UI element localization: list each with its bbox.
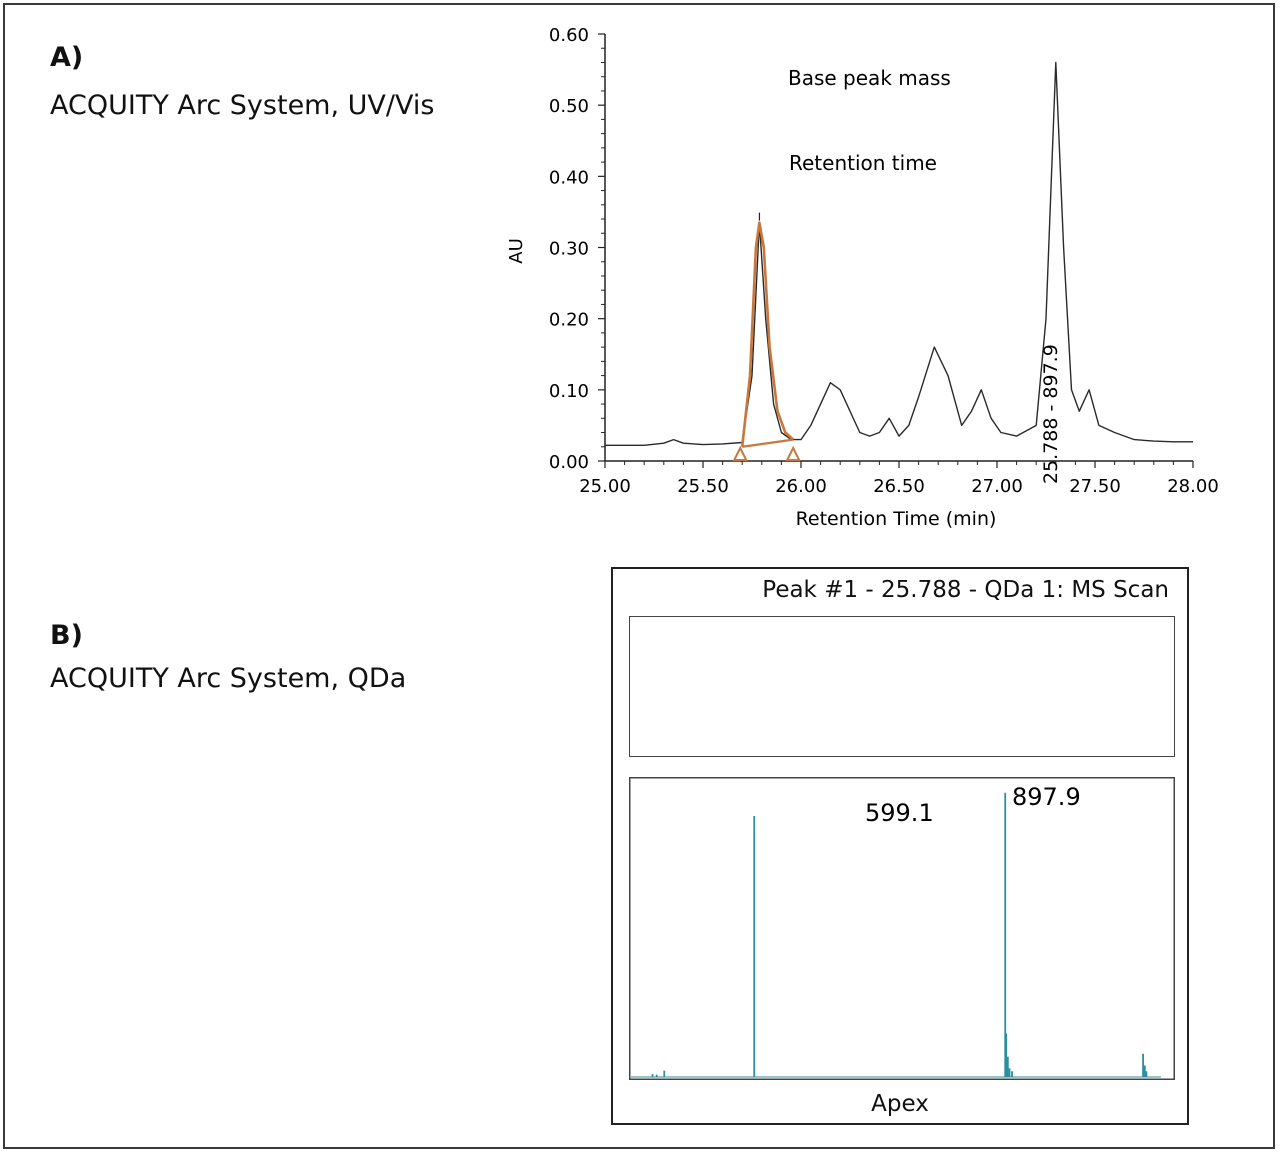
y-tick-label: 0.10 <box>549 381 589 402</box>
chromatogram-trace-group <box>605 61 1193 446</box>
highlighted-peak-line <box>740 221 795 447</box>
y-tick-label: 0.00 <box>549 452 589 473</box>
x-tick-label: 27.50 <box>1069 476 1121 497</box>
base-peak-mass-note: Base peak mass <box>788 66 951 90</box>
y-tick-label: 0.60 <box>549 25 589 46</box>
y-tick-label: 0.50 <box>549 96 589 117</box>
x-tick-label: 25.50 <box>677 476 729 497</box>
chromatogram-line <box>605 61 1193 446</box>
ms-window-title: Peak #1 - 25.788 - QDa 1: MS Scan <box>762 577 1169 603</box>
figure-frame <box>3 3 1275 1149</box>
peak-label-599: 599.1 <box>865 799 934 827</box>
peak-label-898: 897.9 <box>1012 783 1081 811</box>
x-tick-label: 26.50 <box>873 476 925 497</box>
panel-b-title: ACQUITY Arc System, QDa <box>50 663 407 694</box>
peak-start-marker <box>732 445 748 461</box>
highlighted-peak-group <box>732 212 801 461</box>
chromatogram-axes: 25.00 25.50 26.00 26.50 27.00 27.50 28.00 0.00 0… <box>549 25 1219 497</box>
ms-scan-window: Peak #1 - 25.788 - QDa 1: MS Scan 599.1 … <box>611 567 1189 1125</box>
y-axis-label: AU <box>506 238 527 264</box>
x-axis-label: Retention Time (min) <box>796 508 997 530</box>
ms-spectrum-chart: 599.1 897.9 <box>629 777 1175 1080</box>
ms-peaks-group <box>631 792 1161 1078</box>
x-tick-label: 25.00 <box>579 476 631 497</box>
peak-end-marker <box>785 445 801 461</box>
apex-label: Apex <box>871 1091 929 1117</box>
peak-annotation-label: 25.788 - 897.9 <box>1040 344 1062 484</box>
y-tick-label: 0.30 <box>549 239 589 260</box>
y-tick-label: 0.40 <box>549 167 589 188</box>
y-tick-label: 0.20 <box>549 310 589 331</box>
x-tick-label: 28.00 <box>1167 476 1219 497</box>
ms-plot-border <box>629 777 1175 1080</box>
chromatogram-chart: 25.00 25.50 26.00 26.50 27.00 27.50 28.00 0.00 0… <box>506 25 1219 530</box>
panel-a-label: A) <box>50 42 84 73</box>
panel-a-title: ACQUITY Arc System, UV/Vis <box>50 90 435 121</box>
x-tick-label: 27.00 <box>971 476 1023 497</box>
ms-empty-pane <box>629 616 1175 757</box>
peak-baseline <box>742 438 794 448</box>
retention-time-note: Retention time <box>789 151 937 175</box>
panel-b-label: B) <box>50 620 83 651</box>
x-tick-label: 26.00 <box>775 476 827 497</box>
